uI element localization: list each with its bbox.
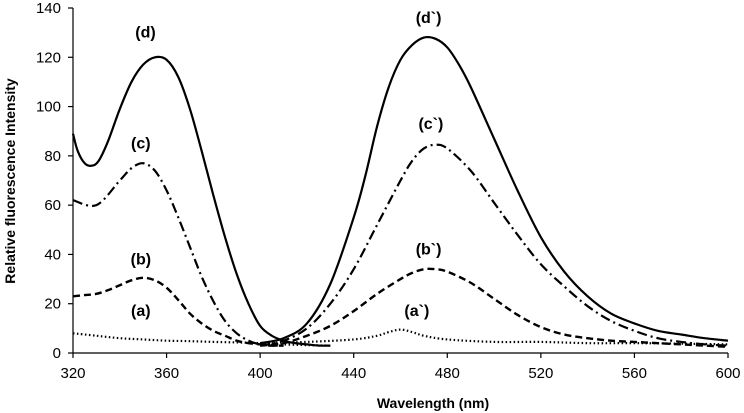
x-tick-label: 480 xyxy=(435,365,460,382)
curve-label: (c`) xyxy=(418,116,443,133)
x-tick-label: 400 xyxy=(248,365,273,382)
y-tick-label: 60 xyxy=(44,197,61,214)
y-tick-label: 100 xyxy=(36,99,61,116)
x-tick-label: 600 xyxy=(715,365,740,382)
x-tick-label: 360 xyxy=(154,365,179,382)
x-tick-label: 560 xyxy=(622,365,647,382)
x-tick-label: 440 xyxy=(341,365,366,382)
curve-label: (d`) xyxy=(416,10,442,27)
y-axis-title: Relative fluorescence Intensity xyxy=(2,78,18,284)
curve-label: (d) xyxy=(135,25,155,42)
x-axis-ticks: 320 360 400 440 480 520 560 600 xyxy=(60,353,741,382)
series-line-d-excitation xyxy=(71,55,331,347)
series-line-b-excitation xyxy=(72,276,284,347)
y-tick-label: 120 xyxy=(36,49,61,66)
curve-label: (c) xyxy=(131,135,151,152)
y-tick-label: 140 xyxy=(36,0,61,17)
y-tick-label: 0 xyxy=(53,345,61,362)
y-axis-ticks: 0 20 40 60 80 100 120 140 xyxy=(36,0,73,362)
series-line-c-excitation xyxy=(72,162,284,347)
curve-label: (b`) xyxy=(416,241,442,258)
y-tick-label: 80 xyxy=(44,148,61,165)
series-layer xyxy=(71,35,729,349)
y-tick-label: 20 xyxy=(44,296,61,313)
series-line-c-prime-emission xyxy=(259,143,729,347)
curve-label: (a`) xyxy=(404,303,429,320)
x-axis-title: Wavelength (nm) xyxy=(377,395,489,411)
series-line-d-prime-emission xyxy=(259,35,729,345)
x-tick-label: 320 xyxy=(60,365,85,382)
curve-labels: (d) (c) (b) (a) (d`) (c`) (b`) (a`) xyxy=(131,10,444,320)
series-line-a-excitation xyxy=(72,332,331,347)
curve-label: (a) xyxy=(131,303,151,320)
series-line-b-prime-emission xyxy=(260,267,729,349)
curve-label: (b) xyxy=(131,251,151,268)
x-tick-label: 520 xyxy=(528,365,553,382)
y-tick-label: 40 xyxy=(44,246,61,263)
